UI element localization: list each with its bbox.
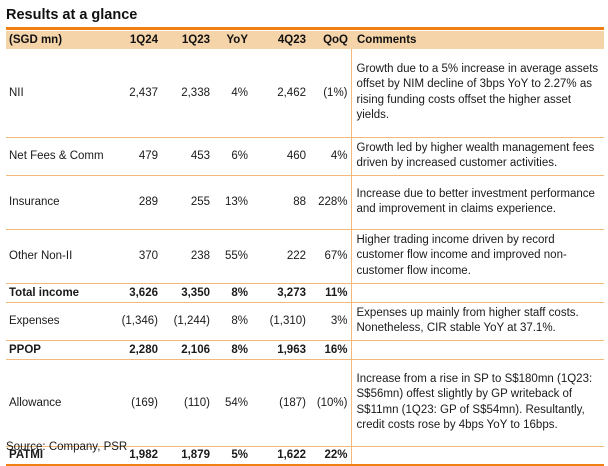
cell-qoq: 228% <box>309 175 351 230</box>
cell-qoq: 3% <box>309 302 351 341</box>
row-label: PPOP <box>6 340 107 360</box>
cell-qoq: 16% <box>309 340 351 360</box>
cell-4q23: 88 <box>251 175 309 230</box>
cell-qoq: 4% <box>309 137 351 176</box>
cell-1q24: (1,346) <box>107 302 161 341</box>
cell-1q23: 238 <box>161 229 213 284</box>
row-label: Insurance <box>6 175 107 230</box>
cell-1q23: 453 <box>161 137 213 176</box>
row-label: Total income <box>6 283 107 303</box>
row-label: Expenses <box>6 302 107 341</box>
cell-1q23: 255 <box>161 175 213 230</box>
cell-comment: Increase from a rise in SP to S$180mn (1… <box>350 359 604 447</box>
row-nii: NII 2,437 2,338 4% 2,462 (1%) Growth due… <box>6 49 604 138</box>
cell-qoq: (1%) <box>309 49 351 138</box>
cell-yoy: 8% <box>213 340 251 360</box>
cell-yoy: 55% <box>213 229 251 284</box>
cell-yoy: 5% <box>213 446 251 466</box>
cell-4q23: (187) <box>251 359 309 447</box>
results-table: (SGD mn) 1Q24 1Q23 YoY 4Q23 QoQ Comments… <box>6 31 604 466</box>
cell-yoy: 4% <box>213 49 251 138</box>
header-row: (SGD mn) 1Q24 1Q23 YoY 4Q23 QoQ Comments <box>6 31 604 49</box>
section-title: Results at a glance <box>6 7 138 23</box>
row-label: Allowance <box>6 359 107 447</box>
cell-yoy: 8% <box>213 283 251 303</box>
cell-qoq: (10%) <box>309 359 351 447</box>
header-1q23: 1Q23 <box>161 31 213 49</box>
cell-1q23: (110) <box>161 359 213 447</box>
cell-qoq: 11% <box>309 283 351 303</box>
cell-4q23: 2,462 <box>251 49 309 138</box>
cell-1q24: 370 <box>107 229 161 284</box>
row-ppop: PPOP 2,280 2,106 8% 1,963 16% <box>6 340 604 360</box>
cell-yoy: 6% <box>213 137 251 176</box>
header-qoq: QoQ <box>309 31 351 49</box>
cell-yoy: 13% <box>213 175 251 230</box>
cell-4q23: 3,273 <box>251 283 309 303</box>
header-comments: Comments <box>351 31 604 49</box>
header-sgd-mn: (SGD mn) <box>6 31 107 49</box>
cell-4q23: 222 <box>251 229 309 284</box>
title-underline <box>6 27 604 30</box>
cell-yoy: 8% <box>213 302 251 341</box>
cell-comment: Expenses up mainly from higher staff cos… <box>350 302 604 341</box>
cell-4q23: 460 <box>251 137 309 176</box>
cell-comment <box>350 446 604 466</box>
cell-qoq: 22% <box>309 446 351 466</box>
cell-1q24: 479 <box>107 137 161 176</box>
cell-comment: Higher trading income driven by record c… <box>350 229 604 284</box>
row-allowance: Allowance (169) (110) 54% (187) (10%) In… <box>6 359 604 447</box>
cell-1q23: 2,106 <box>161 340 213 360</box>
cell-1q24: 2,437 <box>107 49 161 138</box>
header-4q23: 4Q23 <box>251 31 309 49</box>
cell-1q23: 3,350 <box>161 283 213 303</box>
row-total-income: Total income 3,626 3,350 8% 3,273 11% <box>6 283 604 303</box>
cell-4q23: 1,622 <box>251 446 309 466</box>
row-label: NII <box>6 49 107 138</box>
cell-1q23: 1,879 <box>161 446 213 466</box>
cell-4q23: 1,963 <box>251 340 309 360</box>
cell-comment: Growth due to a 5% increase in average a… <box>350 49 604 138</box>
row-insurance: Insurance 289 255 13% 88 228% Increase d… <box>6 175 604 230</box>
cell-comment <box>350 340 604 360</box>
cell-4q23: (1,310) <box>251 302 309 341</box>
cell-qoq: 67% <box>309 229 351 284</box>
row-net-fees: Net Fees & Comm 479 453 6% 460 4% Growth… <box>6 137 604 176</box>
cell-1q23: (1,244) <box>161 302 213 341</box>
header-yoy: YoY <box>213 31 251 49</box>
source-note: Source: Company, PSR <box>6 441 128 453</box>
cell-comment <box>350 283 604 303</box>
cell-1q24: (169) <box>107 359 161 447</box>
cell-1q24: 289 <box>107 175 161 230</box>
header-1q24: 1Q24 <box>107 31 161 49</box>
cell-1q23: 2,338 <box>161 49 213 138</box>
cell-comment: Increase due to better investment perfor… <box>350 175 604 230</box>
cell-1q24: 3,626 <box>107 283 161 303</box>
cell-comment: Growth led by higher wealth management f… <box>350 137 604 176</box>
row-label: Other Non-II <box>6 229 107 284</box>
cell-yoy: 54% <box>213 359 251 447</box>
row-label: Net Fees & Comm <box>6 137 107 176</box>
cell-1q24: 2,280 <box>107 340 161 360</box>
row-other-non-ii: Other Non-II 370 238 55% 222 67% Higher … <box>6 229 604 284</box>
row-expenses: Expenses (1,346) (1,244) 8% (1,310) 3% E… <box>6 302 604 341</box>
